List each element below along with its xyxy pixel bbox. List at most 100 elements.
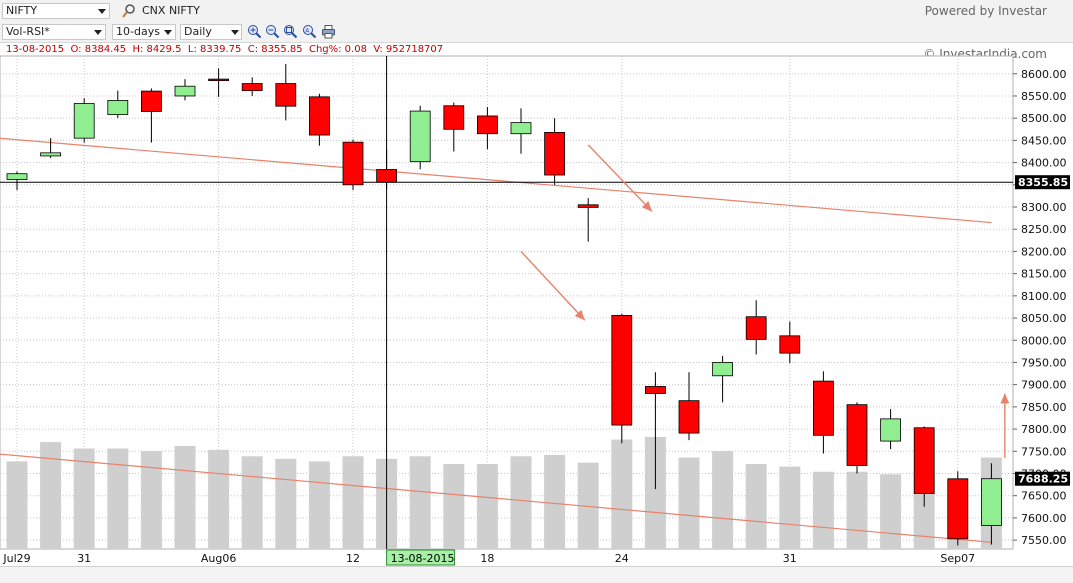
- candle: [981, 463, 1002, 545]
- candle: [846, 402, 868, 474]
- candle: [73, 98, 95, 143]
- candle: [645, 372, 666, 490]
- candle: [544, 118, 565, 185]
- symbol-value: NIFTY: [6, 4, 38, 17]
- candle-body: [981, 478, 1002, 526]
- volume-bar: [40, 442, 62, 549]
- candle: [813, 371, 834, 454]
- annotation-arrow: [520, 250, 586, 321]
- candle: [140, 88, 162, 143]
- y-tick-label: 7950.00: [1021, 356, 1067, 369]
- period-dropdown[interactable]: 10-days: [112, 24, 176, 40]
- x-tick-label: 24: [615, 552, 629, 565]
- candle-body: [510, 122, 532, 135]
- ohlc-close: C: 8355.85: [247, 44, 303, 55]
- candle-body: [577, 204, 599, 208]
- period-value: 10-days: [116, 25, 160, 38]
- print-icon[interactable]: [321, 24, 336, 39]
- price-label-text: 7688.25: [1018, 473, 1068, 486]
- candle: [6, 171, 28, 191]
- annotation-arrow: [587, 144, 653, 212]
- candle: [208, 68, 230, 97]
- candle-body: [6, 173, 28, 180]
- x-tick-label: 18: [480, 552, 494, 565]
- search-icon[interactable]: [121, 3, 137, 22]
- candle: [174, 79, 196, 101]
- candle-body: [611, 314, 633, 426]
- symbol-name: CNX NIFTY: [142, 4, 200, 17]
- volume-bar: [174, 445, 196, 549]
- interval-dropdown[interactable]: Daily: [180, 24, 242, 40]
- trendline: [0, 137, 992, 224]
- symbol-dropdown-arrow-icon[interactable]: [98, 9, 106, 14]
- indicator-dropdown-arrow-icon[interactable]: [94, 30, 102, 35]
- volume-bar: [443, 463, 465, 549]
- zoom-out-icon[interactable]: [265, 24, 280, 39]
- y-tick-label: 7900.00: [1021, 379, 1067, 392]
- candle-body: [275, 83, 297, 107]
- volume-bar: [107, 448, 129, 549]
- candle-body: [308, 96, 330, 136]
- x-tick-label: 12: [346, 552, 360, 565]
- candle: [241, 77, 263, 96]
- y-tick-label: 8050.00: [1021, 312, 1067, 325]
- y-tick-label: 7750.00: [1021, 445, 1067, 458]
- volume-bar: [880, 474, 902, 549]
- volume-bar: [846, 471, 868, 549]
- x-tick-label: 31: [77, 552, 91, 565]
- period-dropdown-arrow-icon[interactable]: [164, 30, 172, 35]
- y-tick-label: 8450.00: [1021, 134, 1067, 147]
- volume-bar: [140, 451, 162, 549]
- interval-value: Daily: [184, 25, 212, 38]
- candle: [376, 149, 398, 190]
- x-tick-label: Aug06: [201, 552, 236, 565]
- ohlc-volume: V: 952718707: [373, 44, 444, 55]
- candle-body: [880, 418, 901, 442]
- arrow-shaft: [520, 250, 586, 321]
- zoom-fit-icon[interactable]: A: [302, 24, 317, 39]
- candle: [880, 409, 901, 450]
- y-tick-label: 8550.00: [1021, 90, 1067, 103]
- volume-bar: [208, 449, 230, 549]
- volume-bar: [644, 436, 666, 549]
- candle: [947, 471, 969, 546]
- candle-body: [712, 362, 733, 377]
- candle-body: [208, 78, 230, 81]
- volume-bar: [779, 466, 801, 549]
- svg-text:A: A: [305, 28, 310, 35]
- candle-body: [476, 115, 498, 135]
- candle: [678, 372, 700, 441]
- candle-body: [73, 103, 95, 139]
- candle-body: [745, 316, 767, 340]
- y-tick-label: 8200.00: [1021, 245, 1067, 258]
- price-label-box: [1015, 471, 1070, 486]
- candle: [443, 102, 465, 152]
- volume-bar: [476, 463, 498, 549]
- candle-body: [813, 380, 834, 436]
- interval-dropdown-arrow-icon[interactable]: [231, 30, 239, 35]
- y-tick-label: 8400.00: [1021, 157, 1067, 170]
- horizontal-scrollbar[interactable]: [0, 566, 1073, 583]
- candle-body: [913, 427, 935, 494]
- volume-bar: [275, 458, 297, 549]
- candlestick-chart[interactable]: 7550.007600.007650.007700.007750.007800.…: [0, 0, 1073, 566]
- y-tick-label: 8500.00: [1021, 112, 1067, 125]
- volume-bar: [611, 439, 633, 549]
- ohlc-open: O: 8384.45: [70, 44, 127, 55]
- volume-bar: [73, 448, 95, 549]
- volume-bar: [510, 456, 532, 549]
- zoom-in-icon[interactable]: [247, 24, 262, 39]
- candle: [712, 355, 733, 403]
- candle-body: [846, 404, 868, 466]
- plot-area: [0, 55, 1014, 550]
- zoom-reset-icon[interactable]: [283, 24, 298, 39]
- candle: [745, 300, 767, 355]
- ohlc-low: L: 8339.75: [187, 44, 242, 55]
- volume-bar: [544, 454, 566, 549]
- volume-bar: [678, 457, 700, 549]
- candle-body: [779, 335, 801, 354]
- y-tick-label: 8300.00: [1021, 201, 1067, 214]
- candle-body: [376, 169, 398, 183]
- symbol-dropdown[interactable]: NIFTY: [2, 3, 110, 19]
- indicator-dropdown[interactable]: Vol-RSI*: [2, 24, 106, 40]
